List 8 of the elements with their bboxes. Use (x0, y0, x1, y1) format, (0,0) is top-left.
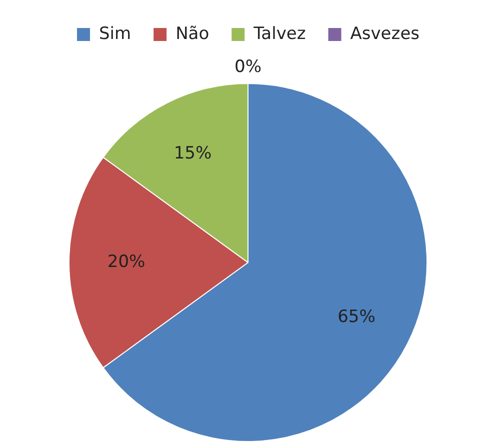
legend-label: Talvez (252, 24, 306, 44)
data-label: 20% (107, 252, 146, 272)
data-label: 15% (174, 143, 212, 164)
text: 0% (234, 56, 262, 77)
legend-label: Asvezes (350, 24, 420, 44)
legend-label: Sim (98, 24, 132, 44)
data-label: 65% (338, 307, 376, 328)
legend-label: Não (176, 24, 210, 44)
